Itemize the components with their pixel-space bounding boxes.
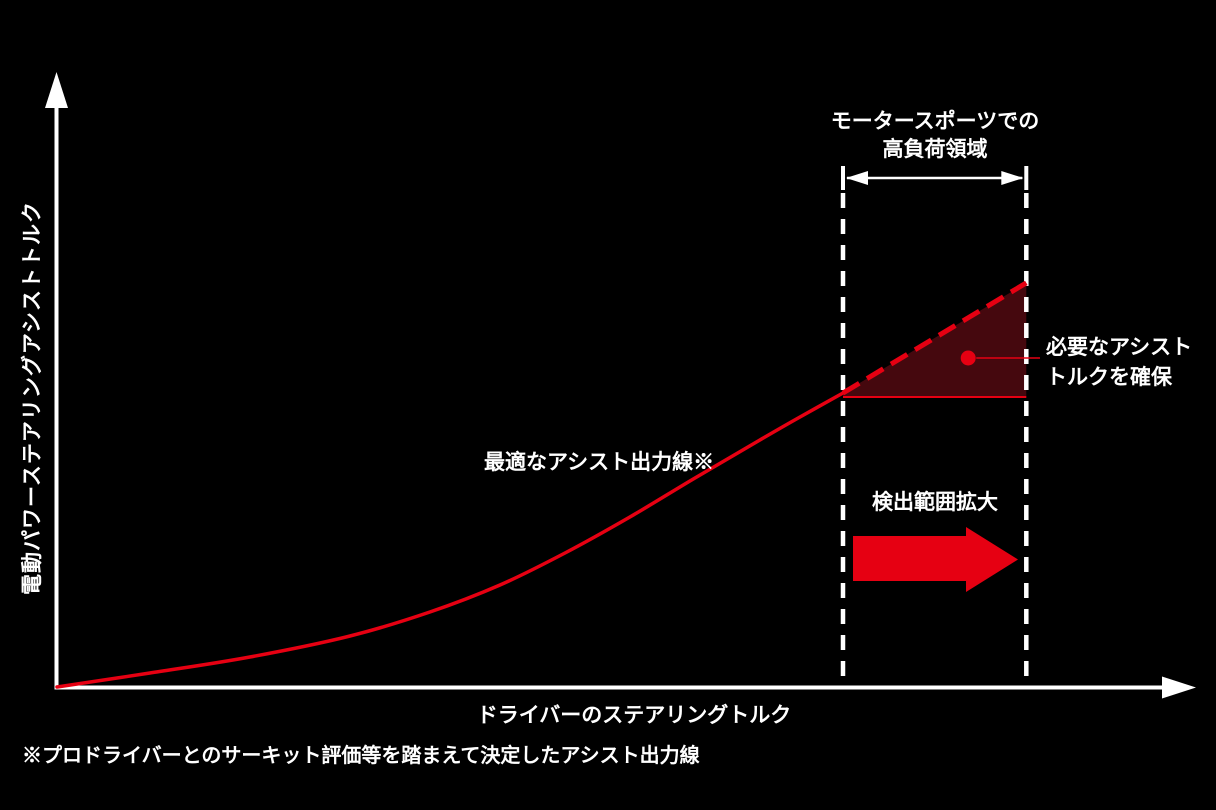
leader-dot-icon <box>960 350 976 366</box>
secured-assist-label-line2: トルクを確保 <box>1046 366 1172 389</box>
x-axis-label: ドライバーのステアリングトルク <box>476 704 792 727</box>
footnote: ※プロドライバーとのサーキット評価等を踏まえて決定したアシスト出力線 <box>22 745 700 767</box>
high-load-region-label-line2: 高負荷領域 <box>882 138 988 161</box>
assist-curve-extension <box>841 280 1028 396</box>
secured-torque-area <box>843 282 1027 397</box>
high-load-region-label: モータースポーツでの 高負荷領域 <box>831 108 1040 164</box>
x-axis-arrowhead-icon <box>1162 676 1196 699</box>
high-load-region-label-line1: モータースポーツでの <box>830 110 1040 133</box>
optimal-assist-line-label: 最適なアシスト出力線※ <box>484 451 715 474</box>
secured-assist-label: 必要なアシスト トルクを確保 <box>1046 333 1192 393</box>
assist-curve <box>55 391 845 689</box>
expansion-arrow-icon <box>853 527 1018 592</box>
detection-range-label: 検出範囲拡大 <box>872 491 998 514</box>
y-axis-label: 電動パワーステアリングアシストトルク <box>21 200 44 596</box>
region-extent-arrowhead-right-icon <box>1001 171 1024 185</box>
region-extent-arrowhead-left-icon <box>846 171 868 185</box>
y-axis-arrowhead-icon <box>45 72 68 108</box>
secured-assist-label-line1: 必要なアシスト <box>1046 336 1193 359</box>
